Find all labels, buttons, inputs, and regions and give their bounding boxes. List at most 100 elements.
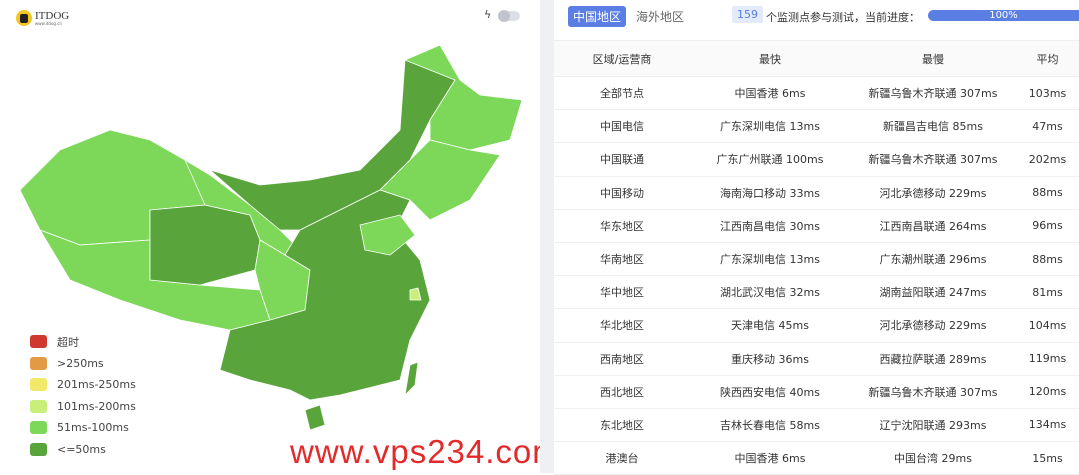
legend-label: 101ms-200ms bbox=[57, 399, 136, 413]
table-cell: 海南海口移动 33ms bbox=[690, 176, 850, 210]
legend-swatch bbox=[30, 378, 47, 392]
table-cell: 湖北武汉电信 32ms bbox=[690, 275, 850, 310]
legend-item[interactable]: 51ms-100ms bbox=[30, 417, 136, 439]
region-hainan[interactable] bbox=[304, 404, 326, 431]
table-cell: 河北承德移动 229ms bbox=[850, 308, 1016, 343]
region-tabs: 中国地区 海外地区 bbox=[568, 6, 684, 27]
legend-item[interactable]: 101ms-200ms bbox=[30, 396, 136, 418]
table-cell: 新疆乌鲁木齐联通 307ms bbox=[850, 142, 1016, 177]
table-row: 华北地区 天津电信 45ms 河北承德移动 229ms 104ms bbox=[554, 308, 1079, 343]
table-cell: 华东地区 bbox=[554, 209, 690, 243]
legend-label: 201ms-250ms bbox=[57, 378, 136, 392]
table-cell: 江西南昌电信 30ms bbox=[690, 209, 850, 243]
table-cell: 119ms bbox=[1016, 342, 1079, 376]
table-cell: 中国香港 6ms bbox=[690, 441, 850, 475]
region-shanghai[interactable] bbox=[409, 287, 422, 301]
legend-swatch bbox=[30, 421, 47, 435]
tab-china[interactable]: 中国地区 bbox=[568, 6, 627, 27]
table-row: 中国移动 海南海口移动 33ms 河北承德移动 229ms 88ms bbox=[554, 176, 1079, 210]
table-cell: 104ms bbox=[1016, 308, 1079, 343]
table-row: 西南地区 重庆移动 36ms 西藏拉萨联通 289ms 119ms bbox=[554, 342, 1079, 376]
table-cell: 港澳台 bbox=[554, 441, 690, 475]
table-cell: 华北地区 bbox=[554, 308, 690, 343]
table-cell: 东北地区 bbox=[554, 408, 690, 443]
logo-text: ITDOG bbox=[35, 9, 70, 22]
logo-url: www.itdog.cn bbox=[35, 20, 62, 26]
results-table: 区域/运营商 最快 最慢 平均 全部节点 中国香港 6ms 新疆乌鲁木齐联通 307ms 1… bbox=[554, 40, 1079, 475]
column-header: 最快 bbox=[690, 40, 850, 77]
progress-bar: 100% bbox=[928, 10, 1079, 21]
table-cell: 中国香港 6ms bbox=[690, 76, 850, 111]
table-cell: 中国台湾 29ms bbox=[850, 441, 1016, 475]
table-cell: 河北承德移动 229ms bbox=[850, 176, 1016, 210]
legend-item[interactable]: 超时 bbox=[30, 331, 136, 353]
table-cell: 81ms bbox=[1016, 275, 1079, 310]
legend-swatch bbox=[30, 442, 47, 456]
table-row: 中国联通 广东广州联通 100ms 新疆乌鲁木齐联通 307ms 202ms bbox=[554, 142, 1079, 177]
legend-swatch bbox=[30, 356, 47, 370]
table-cell: 西北地区 bbox=[554, 375, 690, 409]
table-cell: 中国联通 bbox=[554, 142, 690, 177]
legend-item[interactable]: 201ms-250ms bbox=[30, 374, 136, 396]
table-cell: 吉林长春电信 58ms bbox=[690, 408, 850, 443]
table-row: 港澳台 中国香港 6ms 中国台湾 29ms 15ms bbox=[554, 441, 1079, 475]
table-cell: 华中地区 bbox=[554, 275, 690, 310]
table-cell: 中国移动 bbox=[554, 176, 690, 210]
table-cell: 广东广州联通 100ms bbox=[690, 142, 850, 177]
legend-item[interactable]: <=50ms bbox=[30, 439, 136, 461]
table-cell: 新疆昌吉电信 85ms bbox=[850, 109, 1016, 144]
legend-swatch bbox=[30, 335, 47, 349]
china-map bbox=[19, 44, 523, 431]
table-cell: 天津电信 45ms bbox=[690, 308, 850, 343]
progress-label: 个监测点参与测试，当前进度： bbox=[766, 11, 920, 24]
table-cell: 广东潮州联通 296ms bbox=[850, 242, 1016, 277]
table-cell: 47ms bbox=[1016, 109, 1079, 144]
table-cell: 广东深圳电信 13ms bbox=[690, 109, 850, 144]
toggle-switch[interactable] bbox=[498, 10, 520, 22]
table-cell: 15ms bbox=[1016, 441, 1079, 475]
table-cell: 广东深圳电信 13ms bbox=[690, 242, 850, 277]
table-row: 西北地区 陕西西安电信 40ms 新疆乌鲁木齐联通 307ms 120ms bbox=[554, 375, 1079, 409]
legend: 超时 >250ms 201ms-250ms 101ms-200ms 51ms-1… bbox=[30, 331, 136, 460]
node-count-badge: 159 bbox=[732, 6, 763, 23]
table-cell: 江西南昌联通 264ms bbox=[850, 209, 1016, 243]
table-cell: 西藏拉萨联通 289ms bbox=[850, 342, 1016, 376]
region-taiwan[interactable] bbox=[404, 361, 419, 396]
panel-divider bbox=[540, 0, 554, 473]
region-qinghai[interactable] bbox=[149, 204, 261, 286]
legend-label: >250ms bbox=[57, 356, 104, 370]
table-cell: 重庆移动 36ms bbox=[690, 342, 850, 376]
table-row: 华南地区 广东深圳电信 13ms 广东潮州联通 296ms 88ms bbox=[554, 242, 1079, 277]
column-header: 最慢 bbox=[850, 40, 1016, 77]
table-row: 东北地区 吉林长春电信 58ms 辽宁沈阳联通 293ms 134ms bbox=[554, 408, 1079, 443]
table-cell: 新疆乌鲁木齐联通 307ms bbox=[850, 76, 1016, 111]
table-cell: 辽宁沈阳联通 293ms bbox=[850, 408, 1016, 443]
table-cell: 湖南益阳联通 247ms bbox=[850, 275, 1016, 310]
region-heilongjiang[interactable] bbox=[404, 44, 523, 151]
table-row: 中国电信 广东深圳电信 13ms 新疆昌吉电信 85ms 47ms bbox=[554, 109, 1079, 144]
table-row: 全部节点 中国香港 6ms 新疆乌鲁木齐联通 307ms 103ms bbox=[554, 76, 1079, 111]
column-header: 区域/运营商 bbox=[554, 40, 690, 77]
table-cell: 202ms bbox=[1016, 142, 1079, 177]
watermark: www.vps234.com bbox=[290, 433, 561, 470]
lightning-icon: ϟ bbox=[484, 8, 492, 21]
table-cell: 华南地区 bbox=[554, 242, 690, 277]
table-cell: 陕西西安电信 40ms bbox=[690, 375, 850, 409]
table-cell: 88ms bbox=[1016, 242, 1079, 277]
region-shandong[interactable] bbox=[359, 214, 416, 256]
legend-item[interactable]: >250ms bbox=[30, 353, 136, 375]
tab-overseas[interactable]: 海外地区 bbox=[636, 10, 685, 24]
dog-logo-icon bbox=[16, 10, 32, 26]
table-row: 华中地区 湖北武汉电信 32ms 湖南益阳联通 247ms 81ms bbox=[554, 275, 1079, 310]
table-cell: 全部节点 bbox=[554, 76, 690, 111]
column-header: 平均 bbox=[1016, 40, 1079, 77]
results-panel: 中国地区 海外地区 159 个监测点参与测试，当前进度： 100% 区域/运营商… bbox=[554, 0, 1079, 475]
table-cell: 新疆乌鲁木齐联通 307ms bbox=[850, 375, 1016, 409]
table-cell: 96ms bbox=[1016, 209, 1079, 243]
legend-label: <=50ms bbox=[57, 442, 106, 456]
table-cell: 120ms bbox=[1016, 375, 1079, 409]
table-cell: 中国电信 bbox=[554, 109, 690, 144]
table-cell: 103ms bbox=[1016, 76, 1079, 111]
legend-label: 超时 bbox=[57, 335, 79, 349]
table-row: 华东地区 江西南昌电信 30ms 江西南昌联通 264ms 96ms bbox=[554, 209, 1079, 243]
